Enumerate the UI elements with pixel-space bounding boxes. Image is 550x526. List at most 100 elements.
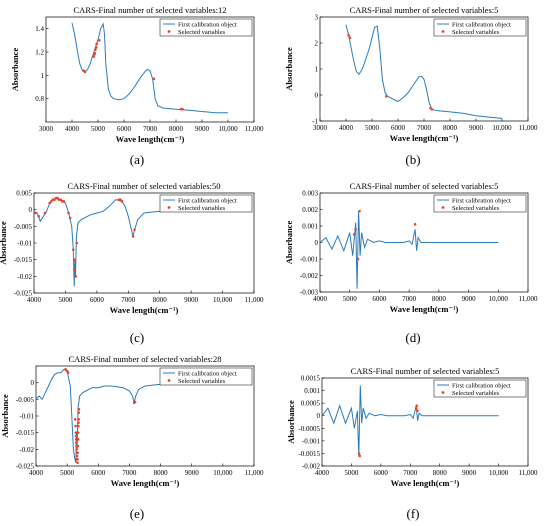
- chart-e-selected-point: [76, 444, 80, 448]
- chart-a-ytick-label: 1.4: [35, 25, 44, 33]
- chart-e-ylabel: Absorbance: [0, 394, 10, 438]
- chart-f-xtick-label: 6000: [374, 469, 389, 477]
- chart-c-xtick-label: 4000: [27, 296, 42, 304]
- chart-e-selected-point: [75, 454, 79, 458]
- chart-f-xlabel: Wave length(cm⁻¹): [391, 478, 460, 488]
- chart-a: CARS-Final number of selected variables:…: [10, 5, 264, 144]
- chart-c-selected-point: [53, 198, 56, 201]
- chart-c-selected-point: [75, 241, 79, 245]
- chart-d-ytick-label: -0.001: [300, 256, 319, 264]
- chart-e-selected-point: [73, 418, 77, 421]
- chart-e-xlabel: Wave length(cm⁻¹): [111, 478, 180, 488]
- chart-d-selected-point: [358, 209, 361, 213]
- chart-f-panel-label: (f): [406, 506, 420, 521]
- chart-e-selected-point: [75, 448, 78, 451]
- chart-f-legend-entry: Selected variables: [452, 390, 500, 397]
- chart-d-legend: [433, 194, 527, 213]
- chart-c-selected-point: [37, 215, 41, 218]
- chart-d-xtick-label: 10,000: [489, 295, 509, 303]
- chart-e-xtick-label: 10,000: [213, 469, 233, 477]
- chart-a-xtick-label: 7000: [143, 125, 158, 133]
- chart-f-ytick-label: -0.0005: [298, 425, 320, 433]
- chart-c-selected-point: [133, 228, 136, 231]
- chart-c-selected-point: [56, 196, 59, 200]
- chart-e-selected-point: [76, 438, 80, 441]
- chart-f-xtick-label: 5000: [344, 469, 359, 477]
- chart-c-ytick-label: -0.01: [17, 240, 32, 248]
- chart-b-xtick-label: 9000: [469, 124, 484, 132]
- chart-a-xtick-label: 5000: [91, 125, 106, 133]
- chart-b-legend-entry: Selected variables: [452, 29, 500, 36]
- chart-a-selected-point: [94, 48, 97, 51]
- chart-f-selected-point: [358, 454, 361, 458]
- chart-f-selected-point: [357, 452, 361, 455]
- chart-b-ylabel: Absorbance: [284, 47, 294, 91]
- chart-b-ytick-label: -1: [312, 118, 318, 126]
- chart-f-selected-point: [415, 404, 419, 407]
- chart-b-ytick-label: 1: [315, 66, 319, 74]
- chart-c-selected-point: [68, 216, 72, 220]
- chart-a-legend-marker-swatch: [167, 30, 171, 33]
- chart-e-ytick-label: -0.02: [19, 446, 34, 454]
- chart-c: CARS-Final number of selected variables:…: [0, 181, 264, 315]
- chart-e-series-line: [36, 368, 223, 463]
- chart-b-title: CARS-Final number of selected variables:…: [350, 5, 499, 15]
- chart-b-xtick-label: 11,000: [519, 124, 538, 132]
- chart-f-xtick-label: 10,000: [489, 469, 509, 477]
- chart-b-legend-entry: First calibration object: [452, 22, 511, 29]
- chart-b: CARS-Final number of selected variables:…: [284, 5, 538, 143]
- chart-f-series-line: [322, 385, 499, 456]
- chart-b-xtick-label: 8000: [443, 124, 458, 132]
- chart-e-selected-point: [76, 461, 79, 464]
- chart-d-ylabel: Absorbance: [284, 221, 294, 265]
- chart-a-xtick-label: 6000: [117, 125, 132, 133]
- chart-e-panel-label: (e): [129, 506, 145, 521]
- chart-b-panel-label: (b): [405, 152, 421, 167]
- chart-f-ytick-label: 0: [317, 412, 321, 420]
- chart-e-selected-point: [66, 371, 70, 374]
- chart-e-xtick-label: 9000: [185, 469, 200, 477]
- chart-a-xtick-label: 10,000: [218, 125, 238, 133]
- chart-c-selected-point: [120, 200, 124, 203]
- chart-c-xtick-label: 8000: [153, 296, 168, 304]
- chart-e-selected-point: [77, 408, 81, 411]
- chart-c-xtick-label: 5000: [58, 296, 73, 304]
- chart-a-xlabel: Wave length(cm⁻¹): [116, 134, 185, 144]
- chart-f-ytick-label: 0.0015: [301, 375, 321, 383]
- chart-a-selected-point: [83, 70, 87, 74]
- chart-f: CARS-Final number of selected variables:…: [286, 366, 538, 488]
- chart-a-xtick-label: 4000: [65, 125, 80, 133]
- chart-c-legend-entry: First calibration object: [178, 198, 237, 205]
- chart-c-xtick-label: 10,000: [213, 296, 233, 304]
- chart-b-selected-point: [348, 36, 352, 40]
- chart-d-title: CARS-Final number of selected variables:…: [350, 181, 499, 191]
- chart-c-xlabel: Wave length(cm⁻¹): [110, 305, 179, 315]
- chart-b-xtick-label: 10,000: [492, 124, 512, 132]
- chart-e-ytick-label: 0: [31, 379, 35, 387]
- chart-c-selected-point: [71, 248, 75, 251]
- chart-a-legend-entry: First calibration object: [178, 22, 237, 29]
- chart-e-ytick-label: -0.01: [19, 413, 34, 421]
- chart-e-selected-point: [76, 451, 80, 454]
- chart-b-legend-marker-swatch: [441, 30, 445, 33]
- chart-a-xtick-label: 9000: [195, 125, 210, 133]
- chart-c-selected-point: [74, 275, 78, 278]
- chart-c-ytick-label: 0: [29, 206, 33, 214]
- chart-b-ytick-label: 3: [315, 14, 319, 22]
- chart-b-xtick-label: 7000: [417, 124, 432, 132]
- chart-e-selected-point: [77, 424, 80, 428]
- chart-e-title: CARS-Final number of selected variables:…: [69, 354, 222, 364]
- chart-f-axes-frame: [321, 377, 529, 467]
- chart-c-selected-point: [72, 268, 76, 271]
- chart-c-selected-point: [67, 211, 70, 215]
- chart-b-selected-point: [347, 33, 350, 37]
- chart-e-legend-entry: First calibration object: [178, 371, 237, 378]
- chart-d-legend-entry: Selected variables: [452, 205, 500, 212]
- chart-b-series-line: [345, 24, 503, 119]
- chart-c-selected-point: [49, 200, 53, 203]
- chart-d-ytick-label: 0.002: [302, 206, 318, 214]
- chart-b-xtick-label: 4000: [339, 124, 354, 132]
- chart-b-selected-point: [430, 108, 434, 111]
- chart-d-legend-entry: First calibration object: [452, 198, 511, 205]
